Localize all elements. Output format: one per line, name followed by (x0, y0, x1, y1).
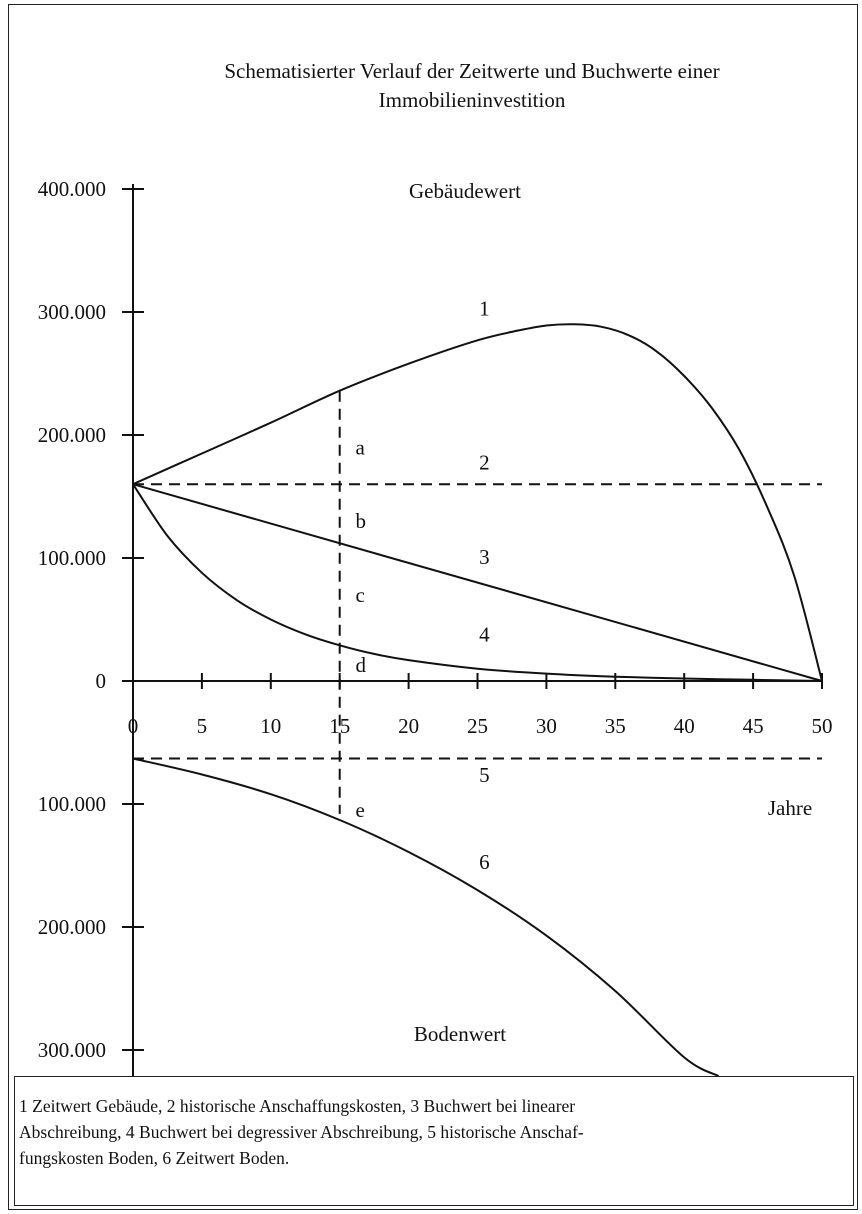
x-tick-label-10: 50 (812, 714, 833, 738)
segment-label-a: a (355, 435, 365, 459)
chart-frame (8, 4, 858, 1210)
series-3-line (132, 483, 823, 682)
series-label-2: 2 (479, 450, 490, 474)
series (132, 323, 823, 1077)
y-tick-label-5: 100.000 (38, 792, 106, 816)
annotations: 1 2 3 4 5 6 a b c d e (338, 297, 490, 874)
segment-label-e: e (355, 798, 364, 822)
y-tick-label-7: 300.000 (38, 1038, 106, 1062)
y-tick-label-0: 400.000 (38, 177, 106, 201)
upper-region-label: Gebäudewert (409, 179, 521, 203)
x-tick-label-9: 45 (743, 714, 764, 738)
legend-line-1: 1 Zeitwert Gebäude, 2 historische Anscha… (19, 1096, 576, 1116)
series-label-5: 5 (479, 763, 490, 787)
series-4-line (132, 483, 823, 682)
x-tick-label-3: 15 (329, 714, 350, 738)
x-tick-label-2: 10 (260, 714, 281, 738)
y-tick-label-1: 300.000 (38, 300, 106, 324)
x-tick-label-8: 40 (674, 714, 695, 738)
series-label-4: 4 (479, 623, 490, 647)
x-tick-label-5: 25 (467, 714, 488, 738)
x-tick-label-7: 35 (605, 714, 626, 738)
y-tick-label-2: 200.000 (38, 423, 106, 447)
series-label-1: 1 (479, 297, 490, 321)
chart-subtitle: Immobilieninvestition (379, 88, 566, 112)
x-axis-label: Jahre (768, 796, 812, 820)
series-1-line (132, 323, 823, 682)
series-6-line (132, 757, 720, 1077)
series-label-3: 3 (479, 545, 490, 569)
x-tick-label-0: 0 (128, 714, 139, 738)
ticks: 400.000 300.000 200.000 100.000 0 100.000 200.… (38, 177, 833, 1062)
x-tick-label-4: 20 (398, 714, 419, 738)
y-tick-label-4: 0 (96, 669, 107, 693)
segment-label-d: d (355, 653, 366, 677)
segment-label-c: c (355, 583, 364, 607)
axes (132, 184, 822, 1076)
lower-region-label: Bodenwert (414, 1022, 506, 1046)
y-tick-label-6: 200.000 (38, 915, 106, 939)
chart-title: Schematisierter Verlauf der Zeitwerte un… (224, 59, 719, 83)
legend-line-3: fungskosten Boden, 6 Zeitwert Boden. (19, 1148, 290, 1168)
y-tick-label-3: 100.000 (38, 546, 106, 570)
x-tick-label-6: 30 (536, 714, 557, 738)
legend-box: 1 Zeitwert Gebäude, 2 historische Anscha… (14, 1076, 854, 1206)
segment-label-b: b (355, 509, 366, 533)
series-label-6: 6 (479, 850, 490, 874)
x-tick-label-1: 5 (197, 714, 208, 738)
legend-line-2: Abschreibung, 4 Buchwert bei degressiver… (19, 1122, 584, 1142)
